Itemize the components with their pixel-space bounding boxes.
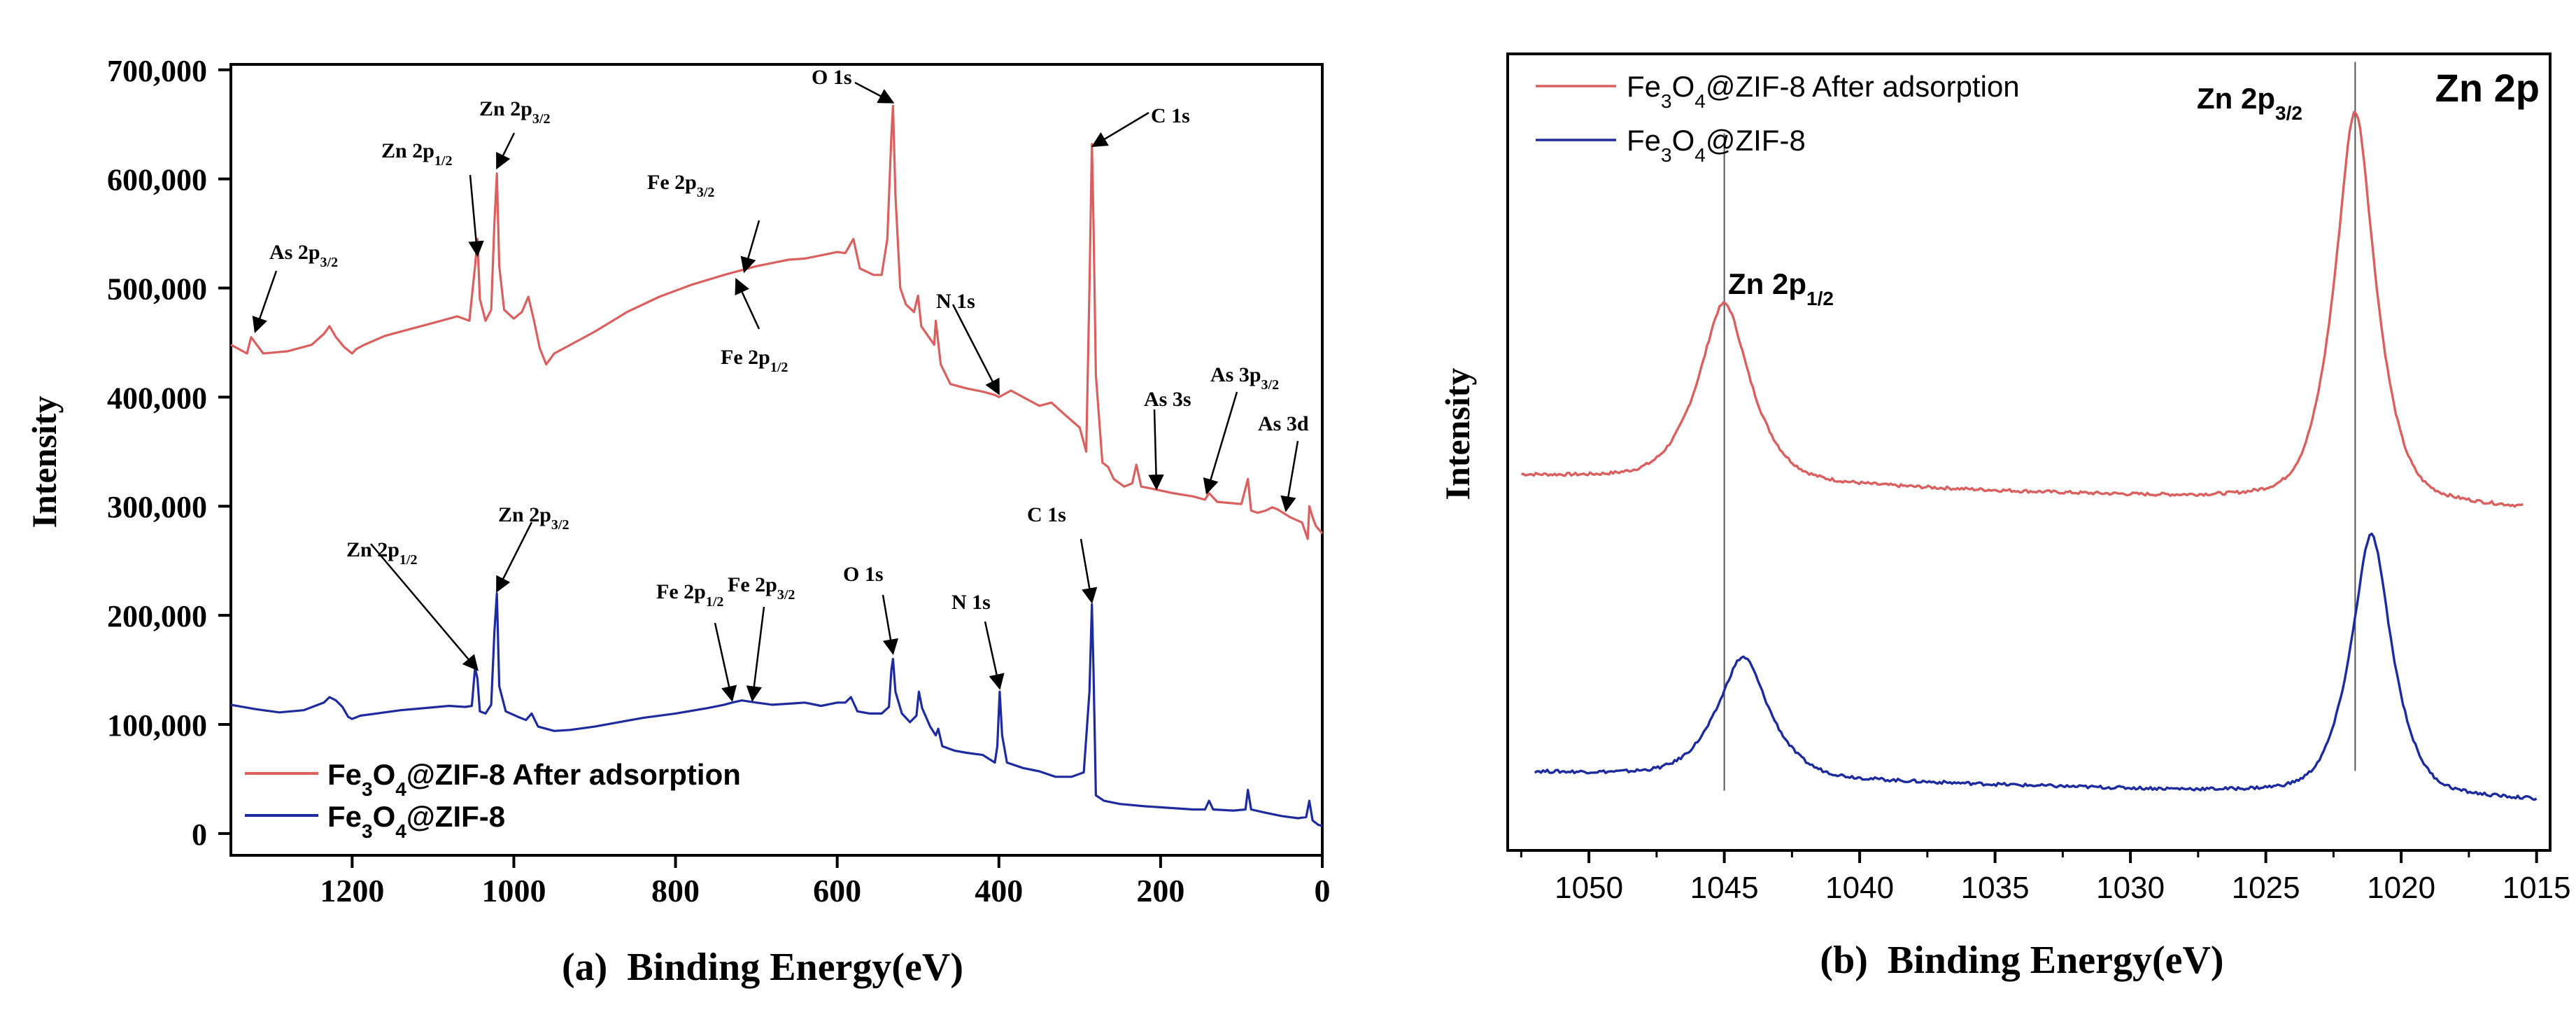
panel-b-xtick-label: 1040 (1825, 871, 1894, 905)
panel-a-peak-label: As 3d (1258, 412, 1309, 435)
panel-a-peak-label: Fe 2p1/2 (656, 580, 723, 610)
panel-a-peak-label: Fe 2p3/2 (728, 573, 795, 603)
panel-b-caption: (b) Binding Energy(eV) (1820, 939, 2223, 982)
panel-b-zn2p-spectrum: 1050 1045 1040 1035 1030 1025 1020 1015 Zn 2p1/… (1438, 52, 2571, 982)
panel-a-ytick-label: 0 (192, 818, 207, 852)
panel-a-xtick-label: 0 (1315, 873, 1331, 909)
panel-a-peak-label: C 1s (1027, 503, 1066, 526)
panel-a-ytick-label: 200,000 (107, 599, 207, 633)
panel-a-peak-arrow (252, 270, 278, 333)
panel-a-peak-label: O 1s (812, 66, 852, 89)
panel-a-peak-label: N 1s (936, 290, 975, 313)
panel-b-series-after-adsorption (1521, 111, 2524, 508)
panel-b-xtick-label: 1020 (2367, 871, 2435, 905)
panel-a-peak-label: Zn 2p1/2 (381, 139, 452, 169)
panel-a-peak-arrow (1080, 538, 1098, 604)
panel-a-ytick-label: 300,000 (107, 490, 207, 524)
panel-b-reference-lines (1723, 62, 2356, 791)
panel-b-xtick-label: 1025 (2232, 871, 2300, 905)
panel-a-peak-label: Fe 2p1/2 (721, 346, 788, 375)
panel-b-peak-label: Zn 2p3/2 (2197, 82, 2302, 124)
panel-a-peak-arrow (854, 81, 895, 104)
panel-a-peak-arrow (984, 621, 1005, 690)
panel-a-xtick-label: 200 (1136, 873, 1184, 909)
panel-a-xtick-label: 1000 (481, 873, 546, 909)
panel-a-peak-label: As 3p3/2 (1210, 363, 1279, 393)
panel-a-peak-label: Zn 2p3/2 (479, 97, 550, 127)
panel-a-peak-arrow (468, 174, 484, 257)
panel-a-peak-arrow (740, 220, 760, 274)
panel-a-peak-arrow (1203, 391, 1238, 495)
panel-a-peak-label: As 3s (1144, 388, 1191, 411)
panel-a-plot-frame (229, 63, 1324, 857)
panel-b-peak-labels: Zn 2p1/2 Zn 2p3/2 (1728, 82, 2302, 309)
panel-a-xtick-label: 800 (651, 873, 700, 909)
panel-b-xtick-label: 1045 (1690, 871, 1759, 905)
panel-a-ylabel: Intensity (24, 396, 64, 528)
panel-b-xtick-label: 1050 (1555, 871, 1623, 905)
panel-a-peak-arrow (496, 521, 533, 593)
panel-b-legend-label: Fe3O4@ZIF-8 (1627, 124, 1806, 166)
panel-b-xtick-label: 1030 (2096, 871, 2165, 905)
panel-a-legend-label: Fe3O4@ZIF-8 After adsorption (327, 758, 741, 800)
panel-a-xtick-label: 400 (975, 873, 1023, 909)
panel-a-peak-arrow (1091, 111, 1149, 148)
panel-a-ytick-label: 500,000 (107, 272, 207, 307)
panel-a-ytick-label: 600,000 (107, 163, 207, 197)
panel-a-peak-label: C 1s (1151, 104, 1190, 127)
panel-b-title: Zn 2p (2435, 66, 2540, 110)
panel-a-peak-arrow (1148, 409, 1164, 491)
panel-b-xtick-label: 1015 (2503, 871, 2571, 905)
panel-a-caption: (a) Binding Energy(eV) (562, 946, 963, 989)
panel-a-xtick-label: 1200 (320, 873, 384, 909)
panel-a-peak-arrow (496, 132, 516, 170)
panel-b-series-before-adsorption (1534, 532, 2538, 801)
panel-b-plot-frame (1506, 52, 2552, 852)
panel-a-series-before-adsorption (230, 592, 1323, 827)
panel-a-xtick-label: 600 (813, 873, 861, 909)
panel-a-peak-arrow (714, 622, 737, 702)
panel-a-peak-arrow (1280, 440, 1299, 512)
panel-b-legend: Fe3O4@ZIF-8 After adsorption Fe3O4@ZIF-8 (1536, 70, 2020, 166)
panel-b-ylabel: Intensity (1438, 368, 1477, 500)
panel-a-peak-label: Zn 2p1/2 (346, 538, 417, 568)
panel-a-peak-label: Zn 2p3/2 (498, 503, 569, 533)
panel-a-series-after-adsorption (230, 104, 1324, 540)
panel-a-series (230, 104, 1324, 827)
panel-b-xtick-label: 1035 (1961, 871, 2030, 905)
panel-a-ytick-label: 700,000 (107, 54, 207, 88)
panel-b-series (1521, 111, 2538, 801)
panel-a-peak-labels: As 2p3/2Zn 2p1/2Zn 2p3/2Fe 2p3/2Fe 2p1/2… (252, 66, 1309, 702)
panel-b-axis-ticks: 1050 1045 1040 1035 1030 1025 1020 1015 (1520, 850, 2571, 905)
panel-a-survey-spectrum: 1200 1000 800 600 400 200 0 700,000 600,000 500,0… (24, 54, 1331, 989)
panel-a-ytick-label: 100,000 (107, 708, 207, 743)
panel-a-peak-label: As 2p3/2 (269, 241, 338, 270)
panel-a-peak-label: Fe 2p3/2 (647, 171, 714, 200)
panel-a-ytick-label: 400,000 (107, 381, 207, 415)
panel-a-peak-arrow (882, 594, 899, 655)
panel-a-peak-arrow (746, 606, 765, 702)
panel-a-peak-arrow (370, 543, 479, 671)
panel-a-peak-arrow (735, 278, 760, 330)
panel-b-legend-label: Fe3O4@ZIF-8 After adsorption (1627, 70, 2020, 112)
panel-a-peak-arrow (951, 304, 1000, 395)
panel-b-peak-label: Zn 2p1/2 (1728, 267, 1834, 309)
panel-a-axis-ticks: 1200 1000 800 600 400 200 0 700,000 600,000 500,0… (107, 54, 1331, 909)
panel-a-peak-label: N 1s (951, 591, 991, 614)
panel-a-peak-label: O 1s (843, 563, 884, 586)
panel-a-legend-label: Fe3O4@ZIF-8 (327, 800, 505, 842)
